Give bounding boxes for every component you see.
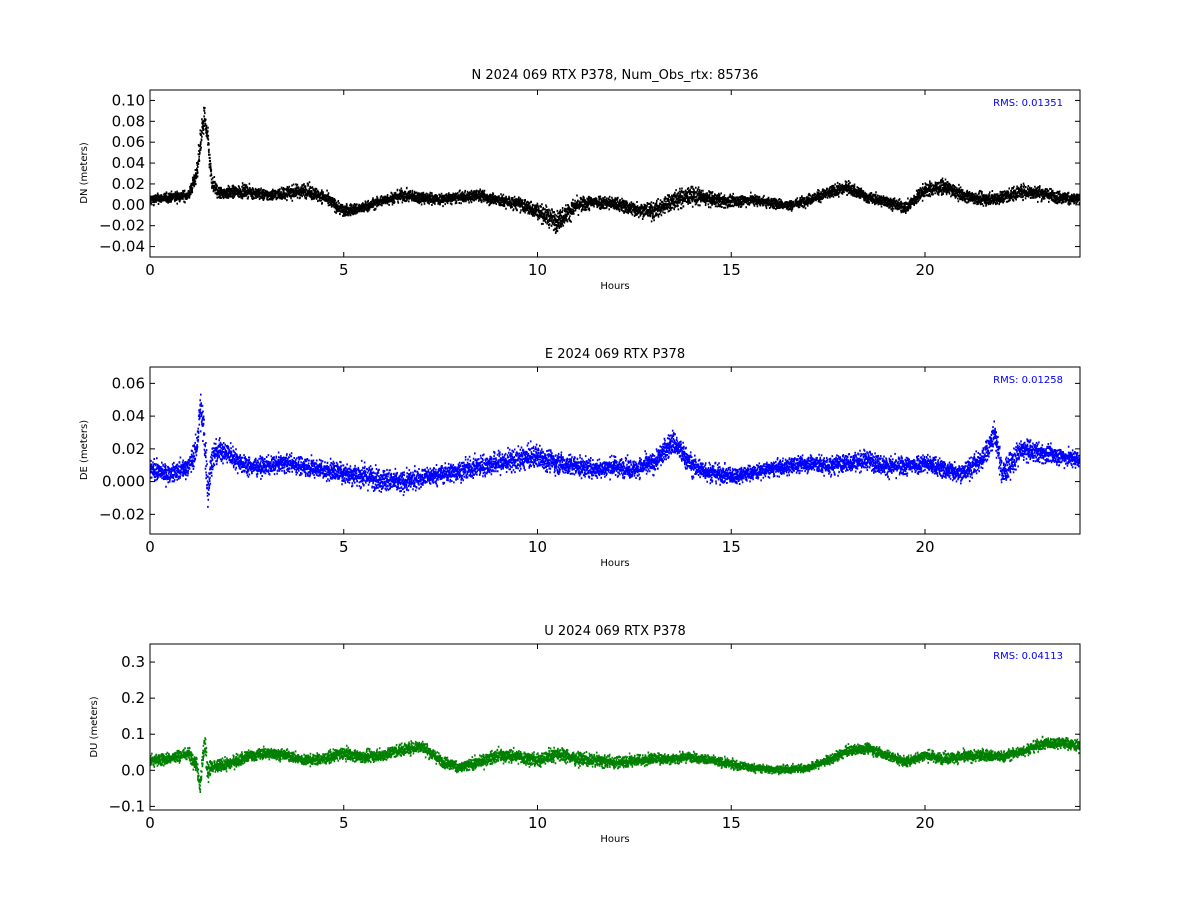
panel-east-y-tick-label: −0.02 bbox=[99, 505, 145, 523]
panel-up-title: U 2024 069 RTX P378 bbox=[544, 624, 686, 639]
panel-north-x-tick-label: 10 bbox=[528, 261, 547, 279]
panel-up-y-tick-label: 0.1 bbox=[121, 725, 145, 743]
panel-east-rms-label: RMS: 0.01258 bbox=[993, 375, 1063, 386]
panel-east-x-axis-label: Hours bbox=[600, 558, 629, 569]
panel-north-rms-label: RMS: 0.01351 bbox=[993, 98, 1063, 109]
panel-up-y-tick-label: 0.0 bbox=[121, 761, 145, 779]
panel-north-y-axis-label: DN (meters) bbox=[79, 142, 90, 204]
panel-north-title: N 2024 069 RTX P378, Num_Obs_rtx: 85736 bbox=[472, 68, 759, 83]
panel-east-y-tick-label: 0.04 bbox=[112, 407, 145, 425]
panel-up-x-tick-label: 15 bbox=[722, 814, 741, 832]
panel-north-y-tick-label: 0.06 bbox=[112, 133, 145, 151]
panel-east-x-tick-label: 20 bbox=[915, 538, 934, 556]
panel-up-y-ticks: −0.1 0.0 0.1 0.2 0.3 bbox=[109, 653, 1080, 815]
panel-north-y-tick-label: −0.04 bbox=[99, 238, 145, 256]
panel-north-x-ticks: 0 5 10 15 20 bbox=[145, 90, 935, 279]
panel-up-x-tick-label: 10 bbox=[528, 814, 547, 832]
panel-east-x-tick-label: 10 bbox=[528, 538, 547, 556]
panel-east-frame bbox=[149, 366, 1081, 535]
panel-up-y-tick-label: 0.2 bbox=[121, 689, 145, 707]
panel-north-x-tick-label: 20 bbox=[915, 261, 934, 279]
panel-north-x-tick-label: 0 bbox=[145, 261, 155, 279]
panel-up-y-tick-label: 0.3 bbox=[121, 653, 145, 671]
panel-east-x-tick-label: 5 bbox=[339, 538, 349, 556]
panel-north-frame bbox=[149, 89, 1081, 258]
panel-up-x-tick-label: 20 bbox=[915, 814, 934, 832]
panel-up-rms-label: RMS: 0.04113 bbox=[993, 651, 1063, 662]
panel-north: N 2024 069 RTX P378, Num_Obs_rtx: 85736 … bbox=[79, 68, 1081, 292]
panel-east-points bbox=[150, 393, 1080, 508]
panel-up-x-ticks: 0 5 10 15 20 bbox=[145, 644, 935, 832]
panel-north-y-tick-label: −0.02 bbox=[99, 217, 145, 235]
panel-north-y-tick-label: 0.00 bbox=[112, 196, 145, 214]
panel-up: U 2024 069 RTX P378 0 5 10 15 20 −0.10.00.10… bbox=[89, 624, 1081, 845]
panel-north-y-tick-label: 0.04 bbox=[112, 154, 145, 172]
panel-north-x-tick-label: 15 bbox=[722, 261, 741, 279]
panel-up-y-axis-label: DU (meters) bbox=[89, 696, 100, 757]
panel-east-y-tick-label: 0.06 bbox=[112, 374, 145, 392]
panel-up-x-tick-label: 0 bbox=[145, 814, 155, 832]
panel-east-title: E 2024 069 RTX P378 bbox=[545, 347, 685, 362]
panel-east-y-tick-label: 0.02 bbox=[112, 440, 145, 458]
panel-up-x-tick-label: 5 bbox=[339, 814, 349, 832]
panel-north-x-tick-label: 5 bbox=[339, 261, 349, 279]
panel-north-y-tick-label: 0.02 bbox=[112, 175, 145, 193]
panel-east-series-trace bbox=[150, 393, 1080, 508]
panel-east-x-tick-label: 0 bbox=[145, 538, 155, 556]
panel-north-x-axis-label: Hours bbox=[600, 281, 629, 292]
panel-up-y-tick-label: −0.1 bbox=[109, 797, 145, 815]
panel-east-x-tick-label: 15 bbox=[722, 538, 741, 556]
panel-east-y-ticks: −0.02 0.000 0.02 0.04 0.06 bbox=[99, 374, 1080, 523]
panel-north-y-tick-label: 0.10 bbox=[112, 91, 145, 109]
panel-north-y-tick-label: 0.08 bbox=[112, 112, 145, 130]
panel-north-y-ticks: −0.04 −0.02 0.00 0.02 0.04 0.06 0.08 0.10 bbox=[99, 91, 1080, 256]
panel-east: E 2024 069 RTX P378 0 5 10 15 20 −0.020.0000… bbox=[79, 347, 1081, 569]
panel-up-frame bbox=[149, 643, 1081, 811]
panel-east-y-axis-label: DE (meters) bbox=[79, 420, 90, 480]
panel-up-x-axis-label: Hours bbox=[600, 834, 629, 845]
panel-east-y-tick-label: 0.000 bbox=[102, 473, 145, 491]
panel-east-x-ticks: 0 5 10 15 20 bbox=[145, 367, 935, 556]
